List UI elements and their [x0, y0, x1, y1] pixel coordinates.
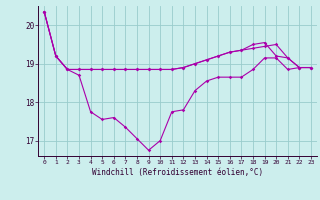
X-axis label: Windchill (Refroidissement éolien,°C): Windchill (Refroidissement éolien,°C)	[92, 168, 263, 177]
